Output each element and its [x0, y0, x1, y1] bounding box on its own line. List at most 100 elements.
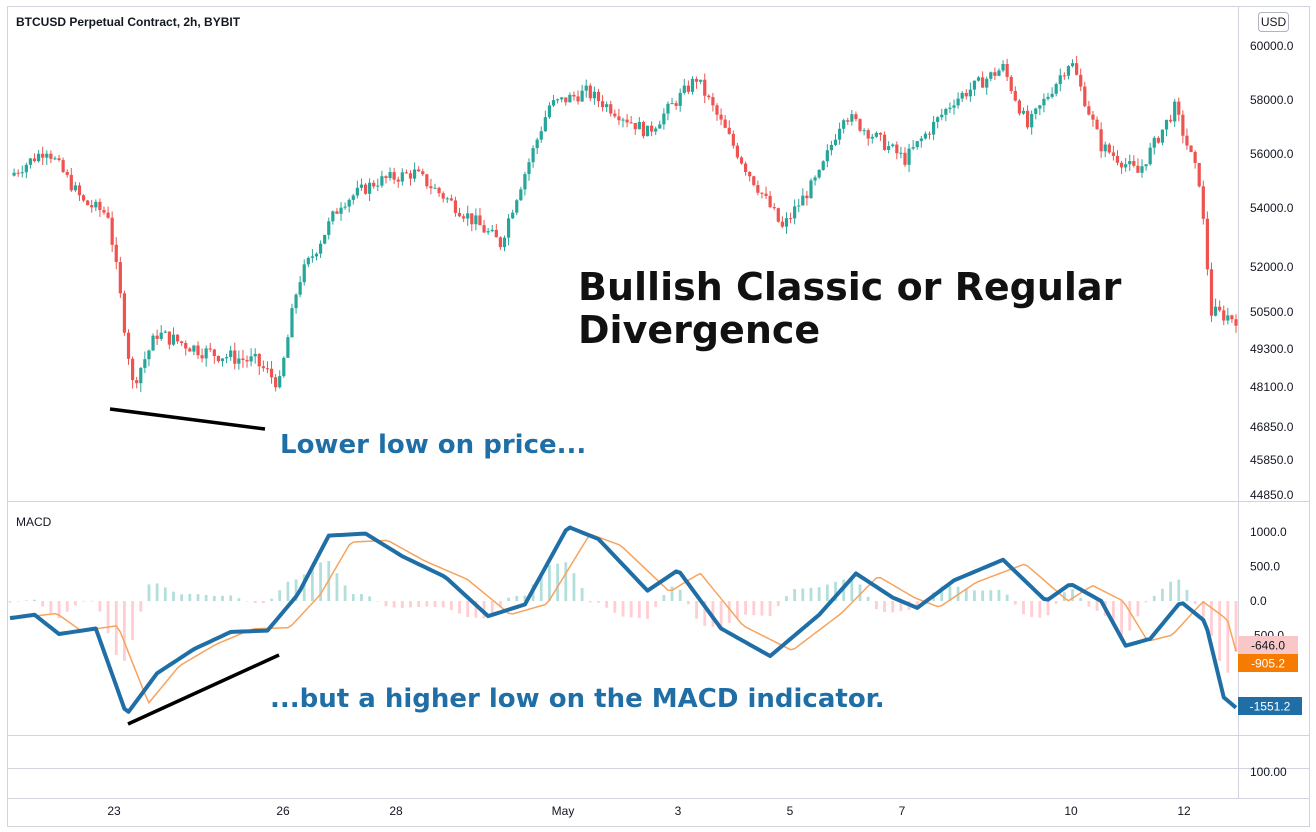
candle-body [870, 136, 874, 139]
candle-body [1030, 113, 1034, 128]
candle-body [854, 114, 858, 120]
candle [1091, 110, 1095, 127]
candle [658, 120, 662, 129]
candle [404, 169, 409, 174]
histogram-bar [801, 588, 805, 601]
candle [265, 361, 270, 374]
candle [985, 76, 989, 95]
candle [919, 135, 923, 148]
candle [527, 158, 531, 181]
histogram-bar [212, 595, 216, 601]
candle [208, 342, 212, 352]
candle-body [388, 172, 392, 179]
candle-body [200, 355, 204, 359]
candle-body [41, 153, 45, 158]
candle-body [907, 148, 911, 165]
candle-body [617, 116, 621, 121]
candle [417, 166, 421, 172]
candle-body [960, 92, 964, 99]
candle [204, 345, 208, 367]
candle [927, 131, 932, 140]
candle [457, 207, 462, 218]
candle [1046, 92, 1050, 101]
candle-body [269, 368, 274, 378]
candle-body [1148, 147, 1152, 165]
candle-body [1107, 144, 1111, 153]
candle-body [829, 144, 834, 151]
candle [249, 348, 253, 367]
histogram-bar [155, 583, 159, 601]
candle [139, 367, 143, 393]
macd-value: -1551.2 [1250, 700, 1291, 714]
candle [339, 202, 343, 221]
candle-body [314, 253, 319, 257]
candle-body [1095, 119, 1099, 130]
candle [923, 131, 928, 140]
candle-body [73, 185, 77, 191]
candle [784, 212, 789, 234]
candle-body [1050, 93, 1054, 97]
candle [28, 157, 33, 169]
candle [735, 142, 740, 160]
macd-axis: 1000.0500.00.0-500.0 [1250, 525, 1287, 642]
candle [931, 116, 936, 141]
candle-body [1087, 106, 1091, 115]
histogram-bar [1169, 581, 1173, 601]
candle [1111, 145, 1115, 161]
candle-body [543, 117, 547, 132]
candle-body [306, 257, 310, 265]
candle-body [1046, 96, 1050, 99]
candle [801, 188, 805, 206]
candle [1038, 104, 1042, 116]
candle-body [220, 358, 225, 362]
histogram-bar [605, 601, 609, 608]
candle-body [556, 99, 560, 101]
histogram-bar [989, 590, 993, 601]
candle [462, 213, 466, 223]
currency-button[interactable]: USD [1258, 12, 1289, 32]
histogram-bar [842, 579, 846, 601]
candle [1075, 56, 1079, 76]
time-tick-label: 5 [787, 804, 794, 818]
candle [237, 350, 241, 370]
candle-body [94, 201, 98, 208]
candle [216, 355, 221, 363]
candle-body [1193, 151, 1197, 163]
candle [572, 91, 576, 101]
candle-body [102, 210, 106, 213]
candle-body [985, 78, 989, 88]
time-tick-label: 10 [1064, 804, 1078, 818]
candle [551, 94, 556, 107]
candle [605, 101, 609, 112]
histogram-bar [474, 601, 478, 618]
candle-body [944, 109, 948, 115]
candle-body [257, 353, 261, 367]
candle-body [302, 264, 306, 283]
candle-body [1083, 86, 1087, 107]
candle-body [788, 218, 793, 220]
candle [392, 167, 396, 184]
candle-body [1009, 76, 1013, 91]
candle [110, 211, 114, 252]
candle-body [1119, 162, 1124, 168]
time-tick-label: 12 [1177, 804, 1191, 818]
candle-body [1111, 152, 1115, 156]
candle-body [662, 113, 666, 125]
candle-body [224, 357, 229, 359]
histogram-bar [899, 601, 903, 612]
candle-body [756, 185, 760, 193]
candle-body [535, 139, 539, 149]
candle [131, 356, 135, 389]
histogram-bar [727, 601, 731, 623]
histogram-bar [409, 601, 412, 608]
candle [703, 73, 707, 104]
candle [1148, 142, 1152, 166]
candle [408, 170, 413, 186]
histogram-bar [858, 584, 862, 601]
candle-body [923, 133, 928, 139]
candle-body [1197, 162, 1201, 187]
candle [584, 79, 588, 98]
candle-body [363, 184, 368, 194]
candle [184, 340, 188, 356]
candle-body [425, 174, 429, 187]
